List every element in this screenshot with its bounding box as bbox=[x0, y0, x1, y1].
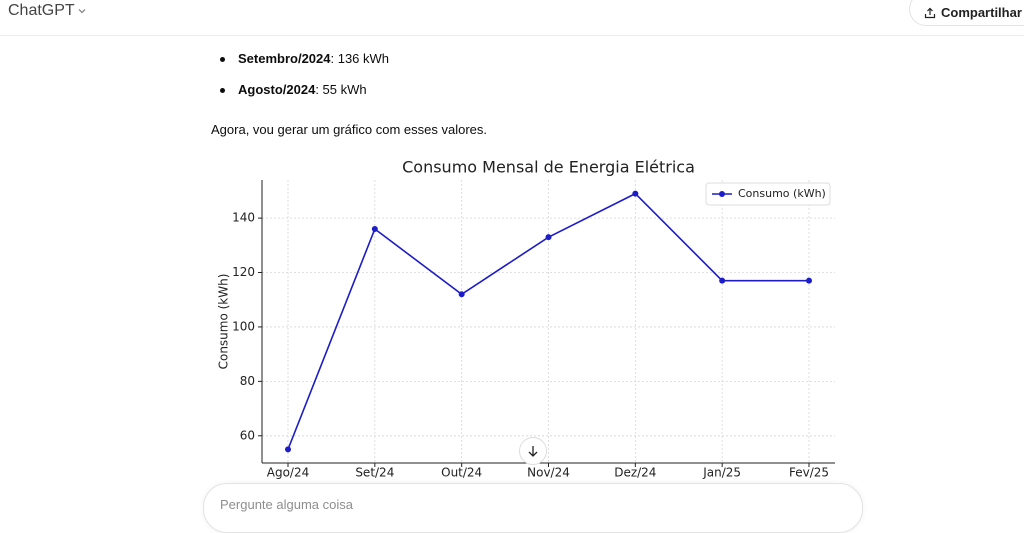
x-tick-label: Out/24 bbox=[441, 466, 482, 480]
marker bbox=[545, 234, 552, 241]
marker bbox=[371, 225, 378, 232]
model-selector[interactable]: ChatGPT bbox=[8, 2, 87, 20]
app-title: ChatGPT bbox=[8, 2, 75, 19]
chevron-icon bbox=[78, 8, 86, 14]
legend-box bbox=[705, 182, 831, 206]
bullet-item: Agosto/2024: 55 kWh bbox=[218, 79, 389, 110]
x-tick-label: Dez/24 bbox=[614, 466, 656, 480]
bullet-label: Setembro/2024 bbox=[238, 51, 331, 66]
bullet-item: Setembro/2024: 136 kWh bbox=[218, 48, 389, 79]
bullet-label: Agosto/2024 bbox=[238, 82, 316, 97]
bullet-text: : 136 kWh bbox=[330, 51, 390, 66]
bullet-text: : 55 kWh bbox=[315, 82, 367, 97]
scroll-down-button[interactable] bbox=[519, 437, 547, 465]
chart: Consumo Mensal de Energia Elétrica Consum… bbox=[217, 158, 835, 480]
x-tick-label: Set/24 bbox=[355, 466, 394, 480]
marker bbox=[632, 190, 639, 197]
header: ChatGPT Compartilhar bbox=[0, 0, 1024, 36]
x-tick-label: Nov/24 bbox=[527, 466, 570, 480]
legend-label: Consumo (kWh) bbox=[738, 187, 826, 200]
share-icon bbox=[924, 7, 936, 19]
bullet-list: Setembro/2024: 136 kWh Agosto/2024: 55 k… bbox=[218, 48, 389, 110]
y-tick-label: 140 bbox=[232, 211, 255, 225]
composer[interactable]: Pergunte alguma coisa bbox=[203, 483, 863, 533]
marker bbox=[285, 446, 291, 453]
x-tick-label: Ago/24 bbox=[267, 466, 309, 480]
paragraph: Agora, vou gerar um gráfico com esses va… bbox=[211, 122, 488, 137]
arrow-down-icon bbox=[528, 446, 538, 457]
x-tick-label: Fev/25 bbox=[789, 466, 829, 480]
y-axis-label: Consumo (kWh) bbox=[217, 274, 231, 370]
y-tick-label: 80 bbox=[240, 374, 255, 388]
marker bbox=[806, 277, 812, 284]
legend-marker bbox=[719, 191, 725, 197]
y-tick-label: 120 bbox=[232, 265, 255, 279]
chart-title: Consumo Mensal de Energia Elétrica bbox=[402, 158, 695, 177]
share-button[interactable]: Compartilhar bbox=[909, 0, 1024, 26]
x-tick-label: Jan/25 bbox=[702, 466, 741, 480]
y-tick-label: 100 bbox=[232, 319, 255, 333]
marker bbox=[719, 277, 726, 284]
y-tick-label: 60 bbox=[240, 428, 255, 442]
marker bbox=[458, 291, 465, 298]
composer-placeholder: Pergunte alguma coisa bbox=[220, 497, 353, 512]
share-label: Compartilhar bbox=[941, 5, 1022, 20]
